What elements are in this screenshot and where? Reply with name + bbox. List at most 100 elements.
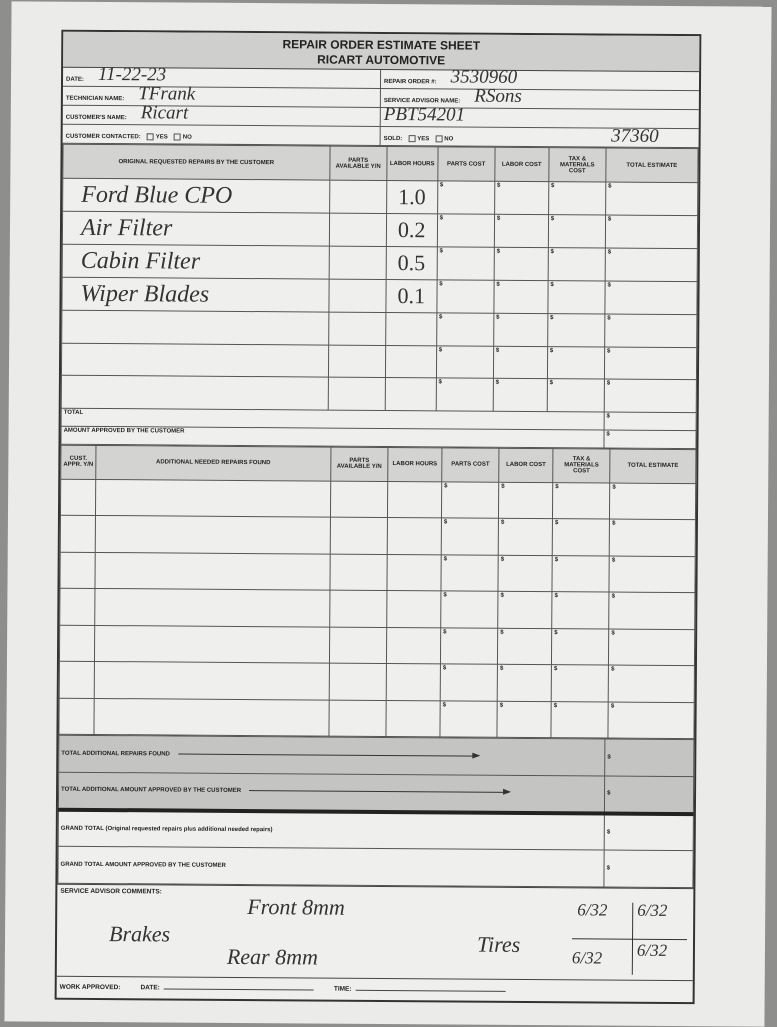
labor-cost-cell: $: [498, 554, 553, 592]
tax-cost-cell: $: [547, 247, 606, 282]
grand-approved-value: $: [603, 850, 694, 888]
column-header: ORIGINAL REQUESTED REPAIRS BY THE CUSTOM…: [62, 144, 330, 181]
column-header: ADDITIONAL NEEDED REPAIRS FOUND: [95, 444, 331, 481]
column-header: TAX & MATERIALS COST: [552, 448, 611, 483]
total-estimate-cell: $: [604, 314, 697, 348]
labor-cost-cell: $: [494, 214, 549, 248]
contacted-field: CUSTOMER CONTACTED: YES NO: [62, 124, 381, 146]
sold-no-checkbox[interactable]: [435, 135, 443, 143]
technician-label: TECHNICIAN NAME:: [65, 95, 125, 103]
repair-order-label: REPAIR ORDER #:: [383, 78, 437, 86]
table-row: Air Filter 0.2 $ $ $ $: [62, 211, 698, 249]
repair-order-field: REPAIR ORDER #: 3530960: [380, 66, 700, 92]
grand-total-row: GRAND TOTAL (Original requested repairs …: [58, 809, 694, 851]
parts-available-cell: [328, 699, 387, 737]
tire-cross-line: [572, 938, 688, 941]
arrow-icon: [249, 790, 510, 794]
additional-repair-cell: [94, 551, 331, 591]
labor-hours-cell: 0.2: [386, 213, 438, 247]
parts-cost-cell: $: [436, 345, 494, 379]
total-estimate-cell: $: [604, 379, 697, 413]
table-row: Cabin Filter 0.5 $ $ $ $: [62, 244, 698, 282]
labor-hours-cell: [387, 517, 442, 555]
tax-cost-cell: $: [547, 313, 605, 347]
column-header: TOTAL ESTIMATE: [605, 148, 699, 183]
labor-hours-cell: [386, 590, 441, 628]
tax-cost-cell: $: [552, 555, 610, 593]
date-label: DATE:: [66, 76, 84, 83]
additional-repair-cell: [94, 661, 330, 700]
repair-order-form: REPAIR ORDER ESTIMATE SHEET RICART AUTOM…: [54, 29, 702, 1005]
work-approved-footer: WORK APPROVED: DATE: TIME:: [56, 975, 693, 1003]
labor-hours-cell: 0.1: [385, 279, 437, 313]
cust-approved-cell: [59, 624, 95, 662]
sold-field: SOLD: YES NO 37360: [380, 126, 699, 149]
tax-cost-cell: $: [548, 181, 606, 216]
parts-available-cell: [329, 626, 387, 664]
parts-cost-cell: $: [436, 279, 494, 314]
no-label: NO: [444, 136, 454, 143]
yes-label: YES: [155, 134, 168, 141]
total-estimate-cell: $: [609, 519, 696, 557]
parts-cost-cell: $: [436, 246, 495, 281]
total-estimate-cell: $: [605, 182, 698, 216]
tire-tread-rr: 6/32: [636, 940, 668, 960]
additional-repairs-table: CUST. APPR. Y/N ADDITIONAL NEEDED REPAIRS…: [58, 444, 696, 739]
table-row: $ $ $ $: [59, 588, 695, 630]
additional-repair-cell: [95, 478, 331, 518]
labor-hours-cell: 0.5: [385, 246, 437, 280]
total-estimate-cell: $: [608, 665, 695, 703]
total-estimate-cell: $: [608, 628, 695, 666]
comments-label: SERVICE ADVISOR COMMENTS:: [60, 887, 162, 896]
total-estimate-cell: $: [609, 482, 696, 520]
yes-label: YES: [417, 136, 430, 143]
customer-label: CUSTOMER'S NAME:: [65, 114, 127, 122]
grand-approved-label: GRAND TOTAL AMOUNT APPROVED BY THE CUSTO…: [57, 846, 605, 888]
grand-total-label: GRAND TOTAL (Original requested repairs …: [58, 809, 605, 851]
table-row: $ $ $ $: [61, 310, 697, 348]
column-header: LABOR HOURS: [387, 446, 442, 482]
parts-cost-cell: $: [439, 700, 498, 738]
comment-front: Front 8mm: [247, 894, 345, 920]
parts-available-cell: [330, 517, 388, 554]
parts-cost-cell: $: [441, 517, 499, 555]
labor-cost-cell: $: [493, 247, 549, 281]
sold-yes-checkbox[interactable]: [408, 135, 416, 143]
column-header: PARTS COST: [437, 146, 495, 182]
total-estimate-cell: $: [609, 555, 696, 593]
parts-cost-cell: $: [436, 312, 494, 346]
table-row: $ $ $ $: [59, 551, 696, 593]
parts-cost-cell: $: [440, 554, 499, 592]
cust-approved-cell: [59, 551, 96, 589]
tax-cost-cell: $: [551, 628, 609, 666]
comment-tires: Tires: [476, 931, 521, 957]
table-row: $ $ $ $: [59, 624, 695, 666]
total-estimate-cell: $: [604, 281, 698, 315]
column-header: LABOR COST: [494, 147, 549, 182]
comment-rear: Rear 8mm: [226, 943, 319, 970]
contacted-no-checkbox[interactable]: [173, 133, 181, 141]
additional-repair-cell: [93, 697, 330, 737]
labor-cost-cell: $: [493, 280, 548, 314]
table-row: Wiper Blades 0.1 $ $ $ $: [61, 277, 698, 315]
date-line[interactable]: [163, 988, 314, 991]
total-approved-value: $: [604, 776, 694, 814]
parts-available-cell: [329, 180, 387, 214]
header-fields: DATE: 11-22-23 REPAIR ORDER #: 3530960 TEC…: [62, 64, 700, 149]
repair-description: Cabin Filter: [62, 244, 330, 280]
table-row: $ $ $ $: [58, 697, 695, 739]
contacted-yes-checkbox[interactable]: [146, 133, 154, 141]
labor-cost-cell: $: [497, 664, 552, 702]
labor-hours-cell: [385, 377, 437, 411]
parts-cost-cell: $: [440, 663, 498, 701]
total-approved-label: TOTAL ADDITIONAL AMOUNT APPROVED BY THE …: [61, 786, 242, 795]
labor-cost-cell: $: [494, 181, 549, 215]
tax-cost-cell: $: [552, 518, 610, 556]
column-header: CUST. APPR. Y/N: [60, 444, 96, 479]
comment-brakes: Brakes: [108, 921, 171, 947]
labor-hours-cell: [385, 344, 437, 378]
cust-approved-cell: [59, 588, 95, 625]
time-line[interactable]: [355, 989, 506, 992]
total-found-label: TOTAL ADDITIONAL REPAIRS FOUND: [61, 750, 170, 758]
total-estimate-cell: $: [604, 346, 697, 380]
